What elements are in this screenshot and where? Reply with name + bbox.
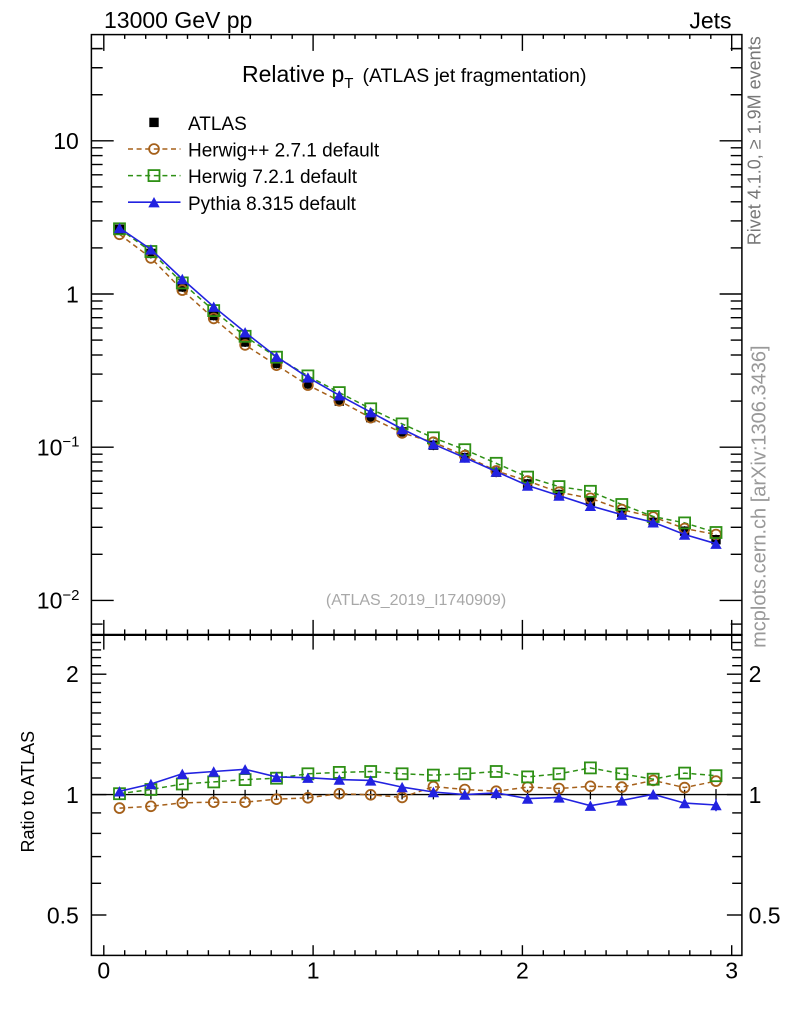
svg-text:13000 GeV pp: 13000 GeV pp — [104, 7, 252, 33]
svg-text:1: 1 — [749, 782, 762, 808]
svg-text:1: 1 — [307, 957, 320, 983]
svg-text:10: 10 — [37, 588, 63, 614]
svg-text:−1: −1 — [62, 434, 79, 451]
svg-text:(ATLAS_2019_I1740909): (ATLAS_2019_I1740909) — [326, 592, 506, 609]
svg-text:Relative pT(ATLAS jet fragment: Relative pT (ATLAS jet fragmentation) — [242, 61, 586, 92]
svg-text:ATLAS: ATLAS — [188, 114, 247, 135]
svg-text:Ratio to ATLAS: Ratio to ATLAS — [18, 731, 38, 853]
svg-text:1: 1 — [66, 281, 79, 307]
svg-text:10: 10 — [53, 128, 79, 154]
svg-text:3: 3 — [725, 957, 738, 983]
svg-text:2: 2 — [749, 661, 762, 687]
svg-text:Jets: Jets — [689, 8, 731, 34]
svg-text:Pythia 8.315 default: Pythia 8.315 default — [188, 194, 357, 215]
svg-text:−2: −2 — [62, 587, 79, 604]
svg-text:10: 10 — [37, 435, 63, 461]
svg-text:2: 2 — [516, 957, 529, 983]
svg-text:mcplots.cern.ch [arXiv:1306.34: mcplots.cern.ch [arXiv:1306.3436] — [749, 346, 771, 648]
svg-text:0: 0 — [97, 957, 110, 983]
svg-text:Herwig 7.2.1 default: Herwig 7.2.1 default — [188, 167, 358, 188]
svg-text:0.5: 0.5 — [749, 902, 781, 928]
svg-text:1: 1 — [66, 782, 79, 808]
svg-text:2: 2 — [66, 661, 79, 687]
svg-text:0.5: 0.5 — [47, 902, 79, 928]
svg-text:Rivet 4.1.0, ≥ 1.9M events: Rivet 4.1.0, ≥ 1.9M events — [745, 36, 765, 245]
svg-text:Herwig++ 2.7.1 default: Herwig++ 2.7.1 default — [188, 141, 380, 162]
